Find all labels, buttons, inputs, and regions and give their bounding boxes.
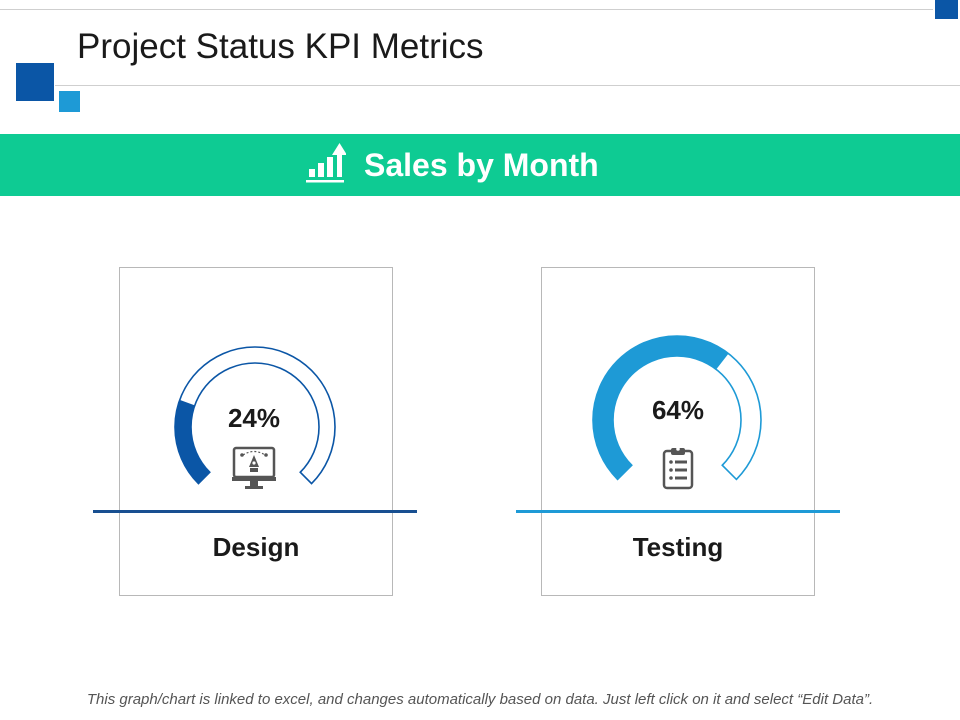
category-label-testing: Testing — [632, 532, 724, 562]
gauge-value-design: 24% — [227, 403, 281, 433]
top-rule — [0, 9, 933, 10]
gauge-testing — [592, 335, 762, 481]
banner-title: Sales by Month — [364, 147, 599, 183]
footer-note: This graph/chart is linked to excel, and… — [86, 691, 874, 708]
kpi-card-testing — [541, 267, 815, 596]
bar-chart-up-icon — [306, 143, 346, 183]
gauge-design-fill — [174, 399, 210, 484]
monitor-pen-tool-icon — [232, 446, 276, 489]
gauge-value-testing: 64% — [651, 395, 705, 425]
gauge-design — [174, 346, 336, 485]
gauge-testing-fill — [593, 336, 729, 480]
card-divider-design — [93, 510, 417, 513]
clipboard-checklist-icon — [662, 447, 694, 490]
title-decoration-small-square — [59, 91, 80, 112]
title-decoration-large-square — [16, 63, 54, 101]
kpi-card-design — [119, 267, 393, 596]
section-banner: Sales by Month — [0, 134, 960, 196]
title-rule — [55, 85, 960, 86]
category-label-design: Design — [212, 532, 300, 562]
corner-decoration — [935, 0, 958, 19]
page-title: Project Status KPI Metrics — [77, 27, 484, 66]
card-divider-testing — [516, 510, 840, 513]
